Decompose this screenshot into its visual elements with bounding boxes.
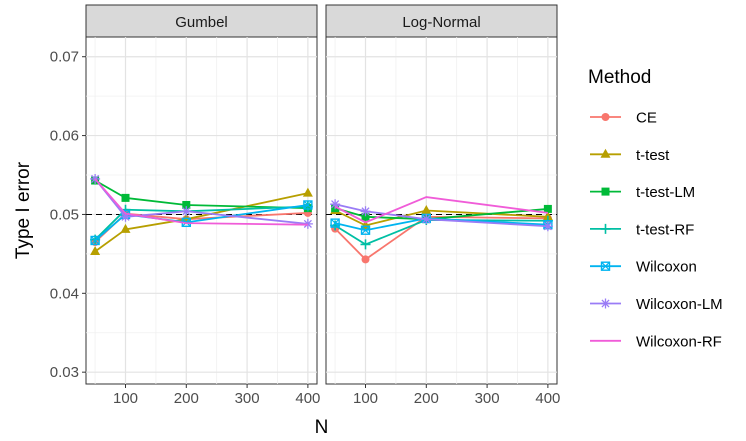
data-point-t-test-rf xyxy=(360,239,371,250)
data-point-t-test-lm xyxy=(182,200,191,209)
legend-marker-wilcoxon-lm xyxy=(600,298,611,309)
data-point-t-test xyxy=(120,223,131,233)
y-tick-label: 0.06 xyxy=(50,128,79,145)
legend-marker-t-test-lm xyxy=(601,187,610,196)
y-tick-label: 0.07 xyxy=(50,49,79,66)
series-line-t-test-rf xyxy=(334,219,548,246)
series-line-wilcoxon xyxy=(334,217,548,232)
data-point-wilcoxon xyxy=(90,235,100,246)
x-tick-label: 200 xyxy=(414,390,439,407)
series-line-wilcoxon-lm xyxy=(334,203,548,228)
data-point-wilcoxon-lm xyxy=(542,221,553,232)
data-point-t-test-lm xyxy=(121,193,130,202)
legend-item-t-test: t-test xyxy=(590,147,670,164)
data-point-wilcoxon-lm xyxy=(330,199,341,210)
series-wilcoxon-lm xyxy=(330,199,553,232)
data-point-t-test xyxy=(421,205,432,214)
series-layer-log-normal xyxy=(326,196,557,264)
legend-item-wilcoxon-rf: Wilcoxon-RF xyxy=(590,333,722,350)
x-tick-label: 300 xyxy=(235,390,260,407)
data-point-wilcoxon-lm xyxy=(360,206,371,217)
y-tick-label: 0.03 xyxy=(50,364,79,381)
y-axis-title: Type I error xyxy=(13,161,34,259)
x-axis-title: N xyxy=(315,417,329,438)
data-point-wilcoxon-lm xyxy=(421,214,432,225)
legend-marker-ce xyxy=(601,113,610,121)
x-tick-label: 300 xyxy=(475,390,500,407)
panel-title-log-normal: Log-Normal xyxy=(402,14,480,31)
x-tick-label: 100 xyxy=(113,390,138,407)
series-layer-gumbel xyxy=(86,173,317,256)
legend-label: t-test xyxy=(636,147,670,164)
legend-label: Wilcoxon-RF xyxy=(636,333,722,350)
legend-item-wilcoxon-lm: Wilcoxon-LM xyxy=(590,296,723,313)
x-tick-label: 400 xyxy=(295,390,320,407)
series-line-wilcoxon-lm xyxy=(94,178,308,225)
panel-title-gumbel: Gumbel xyxy=(175,14,228,31)
legend-marker-wilcoxon xyxy=(600,261,611,271)
x-tick-label: 400 xyxy=(535,390,560,407)
y-tick-label: 0.05 xyxy=(50,206,79,223)
legend-label: Wilcoxon-LM xyxy=(636,296,723,313)
x-tick-label: 200 xyxy=(174,390,199,407)
legend-label: t-test-RF xyxy=(636,221,694,238)
series-line-t-test-rf xyxy=(94,205,308,241)
data-point-wilcoxon xyxy=(330,218,340,228)
series-line-ce xyxy=(334,215,548,261)
data-point-t-test xyxy=(90,246,101,256)
gridlines-gumbel xyxy=(86,37,317,384)
legend-item-t-test-rf: t-test-RF xyxy=(590,221,694,238)
series-line-t-test-lm xyxy=(334,207,548,221)
data-point-ce xyxy=(361,255,370,264)
panel-strip-log-normal xyxy=(325,4,558,38)
legend-item-ce: CE xyxy=(590,110,657,127)
series-line-wilcoxon-rf xyxy=(334,196,548,224)
data-point-wilcoxon xyxy=(360,225,371,235)
panel-log-normal: Log-Normal 100 200 300 400 xyxy=(325,4,560,407)
legend: Method CE t-test t-test-LM t-test-RF Wilcoxo… xyxy=(588,67,723,350)
y-axis: 0.03 0.04 0.05 0.06 0.07 xyxy=(50,49,86,381)
legend-item-wilcoxon: Wilcoxon xyxy=(590,259,697,276)
legend-label: Wilcoxon xyxy=(636,259,697,276)
data-point-t-test xyxy=(302,187,313,197)
legend-marker-t-test-rf xyxy=(600,223,611,234)
panel-gumbel: Gumbel 100 200 300 400 xyxy=(85,4,320,407)
series-wilcoxon-rf xyxy=(94,178,308,226)
series-wilcoxon-rf xyxy=(334,196,548,224)
x-axis-gumbel: 100 200 300 400 xyxy=(113,384,320,407)
data-point-wilcoxon-lm xyxy=(120,211,131,222)
legend-label: CE xyxy=(636,110,657,127)
data-point-t-test-lm xyxy=(361,212,370,221)
data-point-t-test-lm xyxy=(543,204,552,213)
data-point-wilcoxon xyxy=(303,200,313,210)
legend-item-t-test-lm: t-test-LM xyxy=(590,184,695,201)
x-axis-log-normal: 100 200 300 400 xyxy=(353,384,560,407)
x-tick-label: 100 xyxy=(353,390,378,407)
series-line-t-test-lm xyxy=(94,179,308,210)
legend-marker-t-test xyxy=(600,148,611,158)
y-tick-label: 0.04 xyxy=(50,285,79,302)
series-line-wilcoxon-rf xyxy=(94,178,308,226)
data-point-wilcoxon-lm xyxy=(181,206,192,217)
legend-label: t-test-LM xyxy=(636,184,695,201)
legend-title: Method xyxy=(588,67,651,88)
panel-strip-gumbel xyxy=(85,4,318,38)
